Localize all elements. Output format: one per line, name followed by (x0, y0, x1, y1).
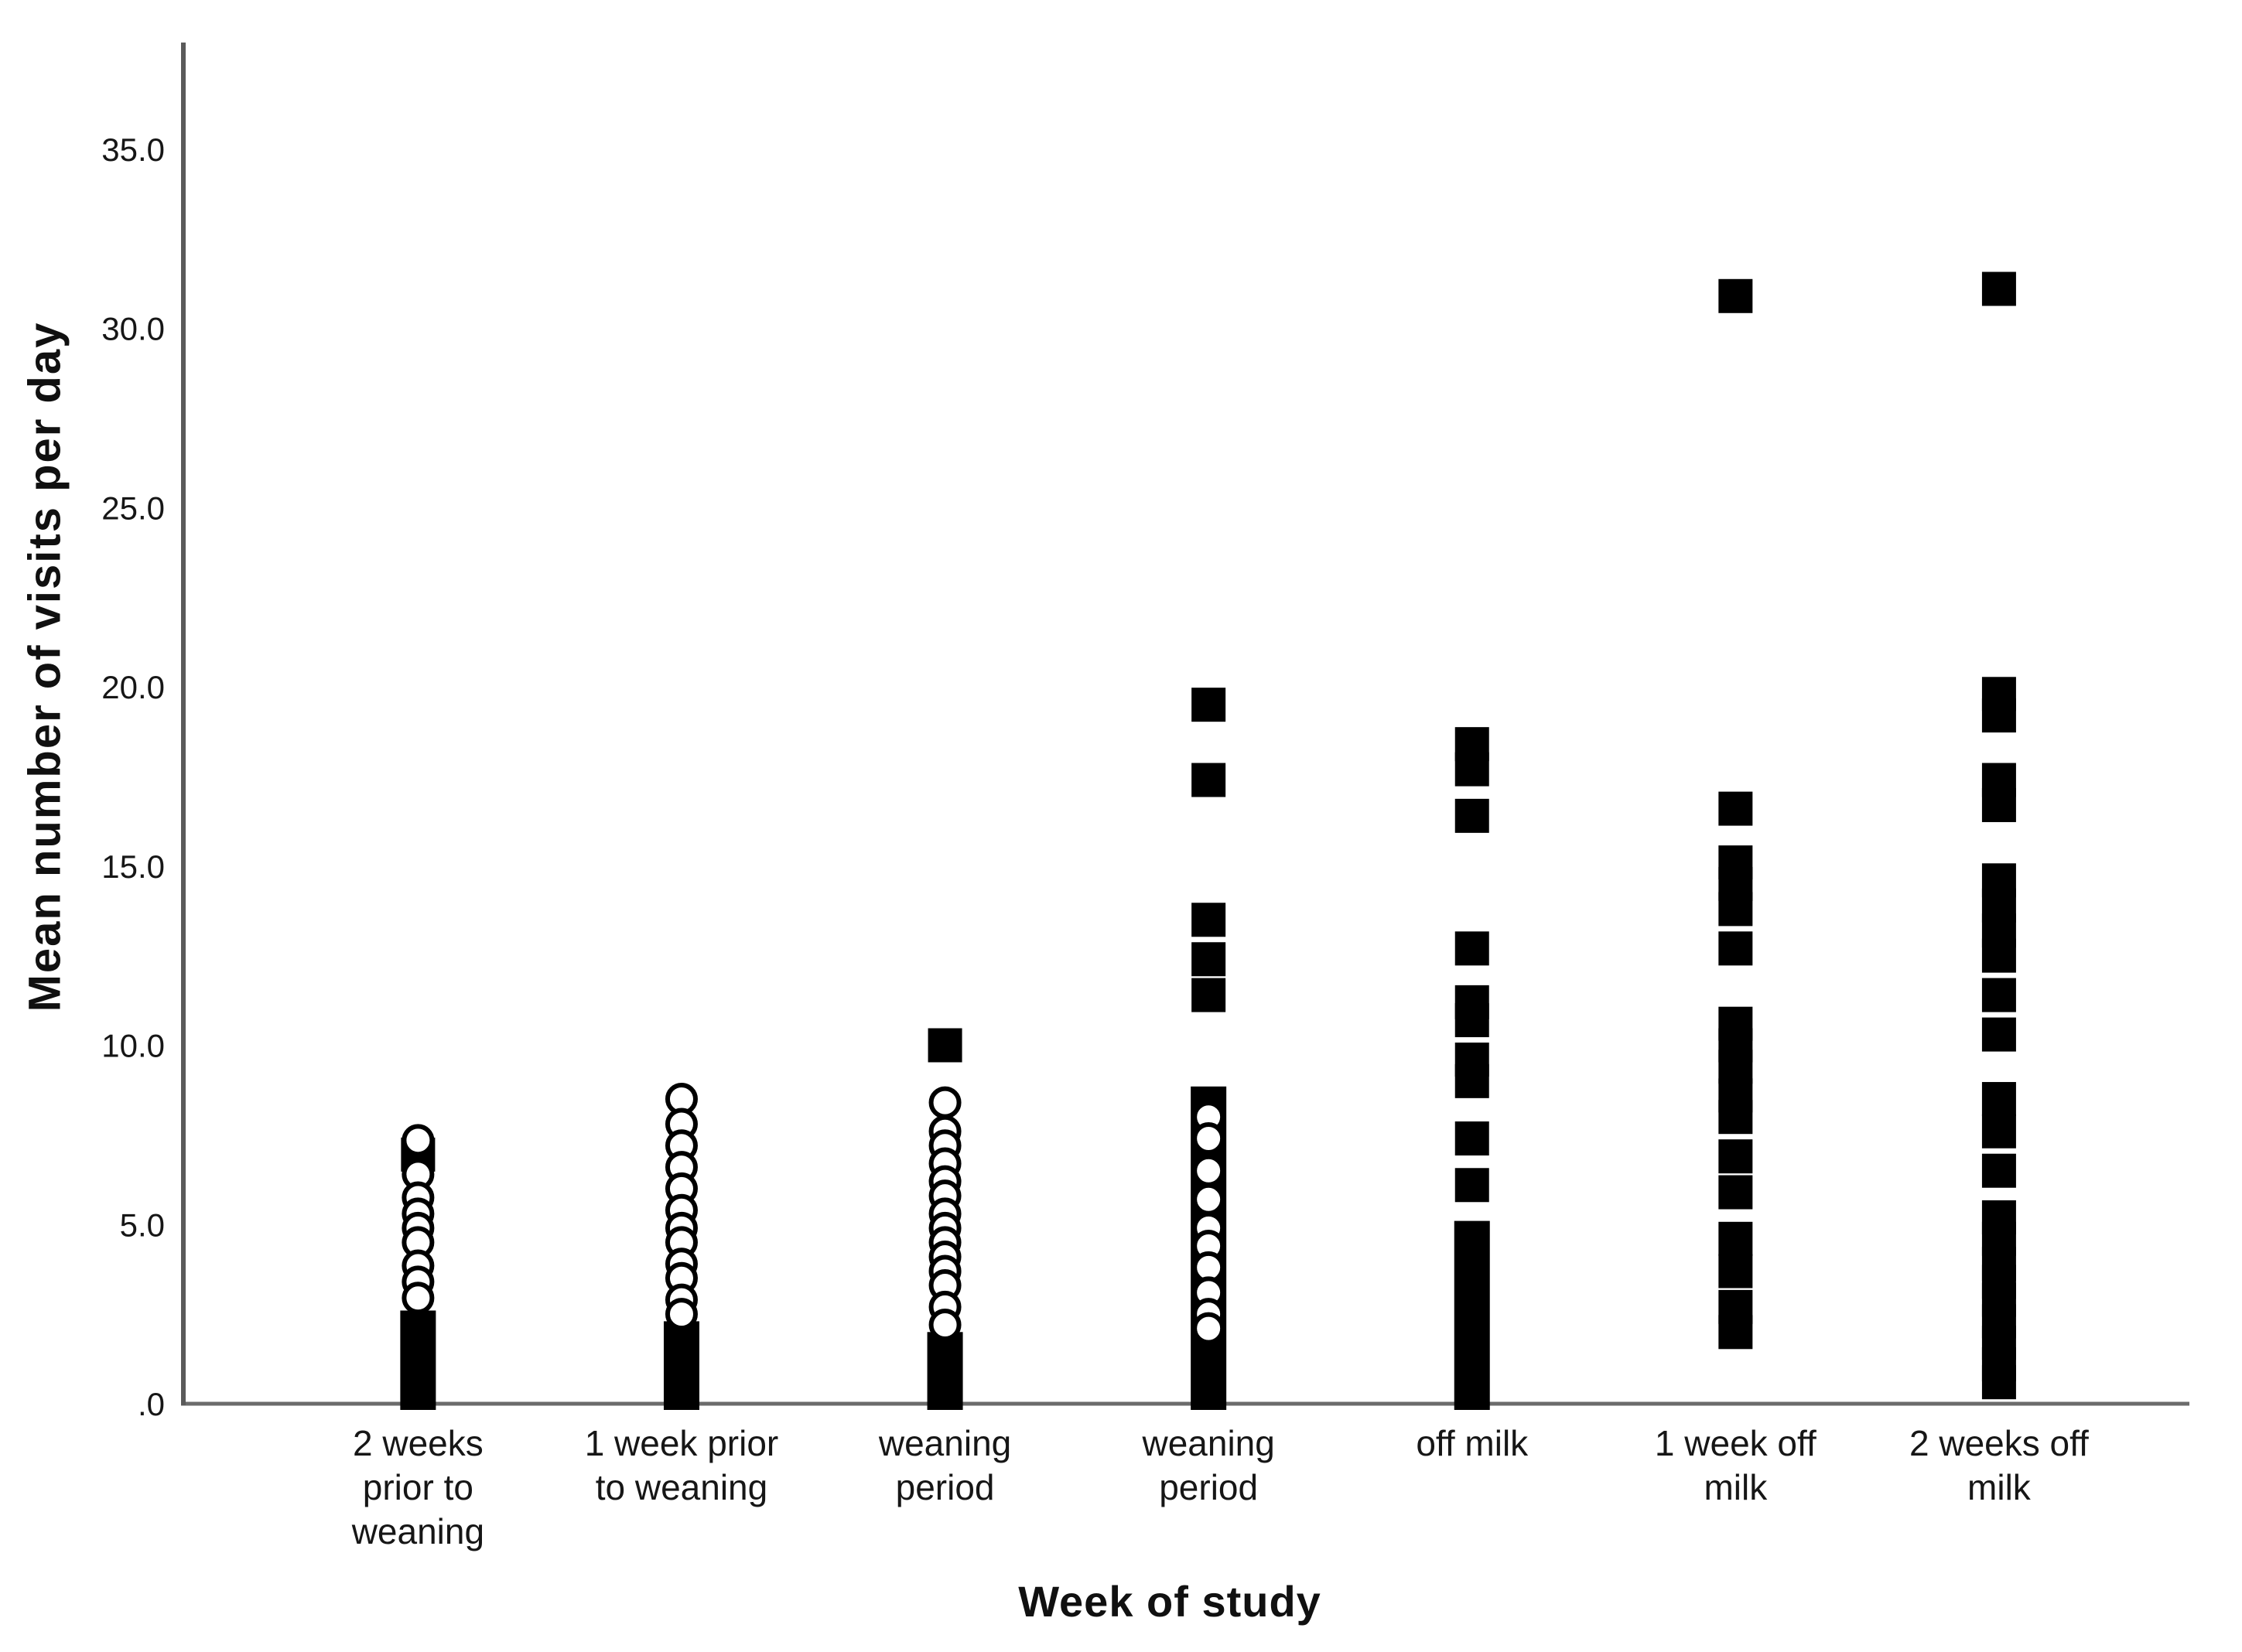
open-circle-marker (928, 1086, 962, 1119)
category-label: milk (1967, 1467, 2032, 1507)
filled-square-marker (1981, 1153, 2016, 1188)
filled-square-marker (1981, 698, 2016, 733)
category-label: weaning (351, 1511, 484, 1551)
filled-square-marker (1718, 892, 1753, 927)
filled-square-marker (1981, 938, 2016, 973)
y-axis-title: Mean number of visits per day (19, 321, 70, 1012)
filled-square-marker (1718, 931, 1753, 966)
filled-square-marker (1191, 903, 1226, 937)
filled-square-marker (1981, 271, 2016, 306)
category-label: to weaning (596, 1467, 768, 1507)
dense-stack-bar (663, 1321, 699, 1410)
y-tick-label: 15.0 (101, 848, 165, 885)
category-label: milk (1704, 1467, 1768, 1507)
open-circle-marker (665, 1298, 698, 1331)
filled-square-marker (1718, 1175, 1753, 1210)
open-circle-marker (1192, 1122, 1225, 1155)
y-tick-label: 30.0 (101, 311, 165, 347)
filled-square-marker (1981, 1114, 2016, 1149)
category-label: period (1159, 1467, 1258, 1507)
filled-square-marker (1454, 798, 1489, 833)
x-axis-title: Week of study (1018, 1577, 1321, 1626)
filled-square-marker (1454, 931, 1489, 966)
y-tick-label: 25.0 (101, 490, 165, 526)
filled-square-marker (1454, 1003, 1489, 1038)
category-label: 2 weeks (353, 1423, 484, 1463)
filled-square-marker (1718, 1139, 1753, 1174)
category-label: weaning (1141, 1423, 1274, 1463)
filled-square-marker (928, 1028, 962, 1063)
dense-stack-bar (927, 1332, 963, 1410)
filled-square-marker (1981, 787, 2016, 822)
filled-square-marker (1191, 942, 1226, 977)
filled-square-marker (1981, 1017, 2016, 1052)
dense-stack-bar (1454, 1220, 1490, 1410)
filled-square-marker (1718, 1050, 1753, 1084)
filled-square-marker (1191, 688, 1226, 722)
category-label: 1 week prior (585, 1423, 779, 1463)
category-label: off milk (1416, 1423, 1529, 1463)
filled-square-marker (1718, 791, 1753, 826)
filled-square-marker (1454, 752, 1489, 787)
category-label: weaning (878, 1423, 1011, 1463)
category-label: 2 weeks off (1909, 1423, 2089, 1463)
filled-square-marker (1454, 1063, 1489, 1098)
open-circle-marker (1192, 1154, 1225, 1187)
y-tick-label: .0 (138, 1386, 165, 1422)
filled-square-marker (1981, 978, 2016, 1012)
y-tick-label: 10.0 (101, 1028, 165, 1064)
filled-square-marker (1718, 1221, 1753, 1256)
category-label: prior to (363, 1467, 473, 1507)
dense-stack-bar (400, 1310, 436, 1410)
filled-square-marker (1718, 1100, 1753, 1135)
filled-square-marker (1718, 1315, 1753, 1350)
filled-square-marker (1981, 1365, 2016, 1400)
open-circle-marker (1192, 1312, 1225, 1345)
y-tick-label: 35.0 (101, 131, 165, 168)
filled-square-marker (1191, 763, 1226, 797)
filled-square-marker (1718, 1254, 1753, 1288)
open-circle-marker (402, 1124, 435, 1157)
y-tick-label: 20.0 (101, 669, 165, 705)
filled-square-marker (1718, 278, 1753, 313)
filled-square-marker (1191, 978, 1226, 1012)
category-label: period (896, 1467, 995, 1507)
filled-square-marker (1981, 1082, 2016, 1117)
filled-square-marker (1454, 1168, 1489, 1203)
y-tick-label: 5.0 (120, 1207, 165, 1243)
open-circle-marker (928, 1309, 962, 1342)
filled-square-marker (1454, 1121, 1489, 1156)
open-circle-marker (1192, 1183, 1225, 1216)
category-label: 1 week off (1655, 1423, 1816, 1463)
open-circle-marker (402, 1282, 435, 1315)
